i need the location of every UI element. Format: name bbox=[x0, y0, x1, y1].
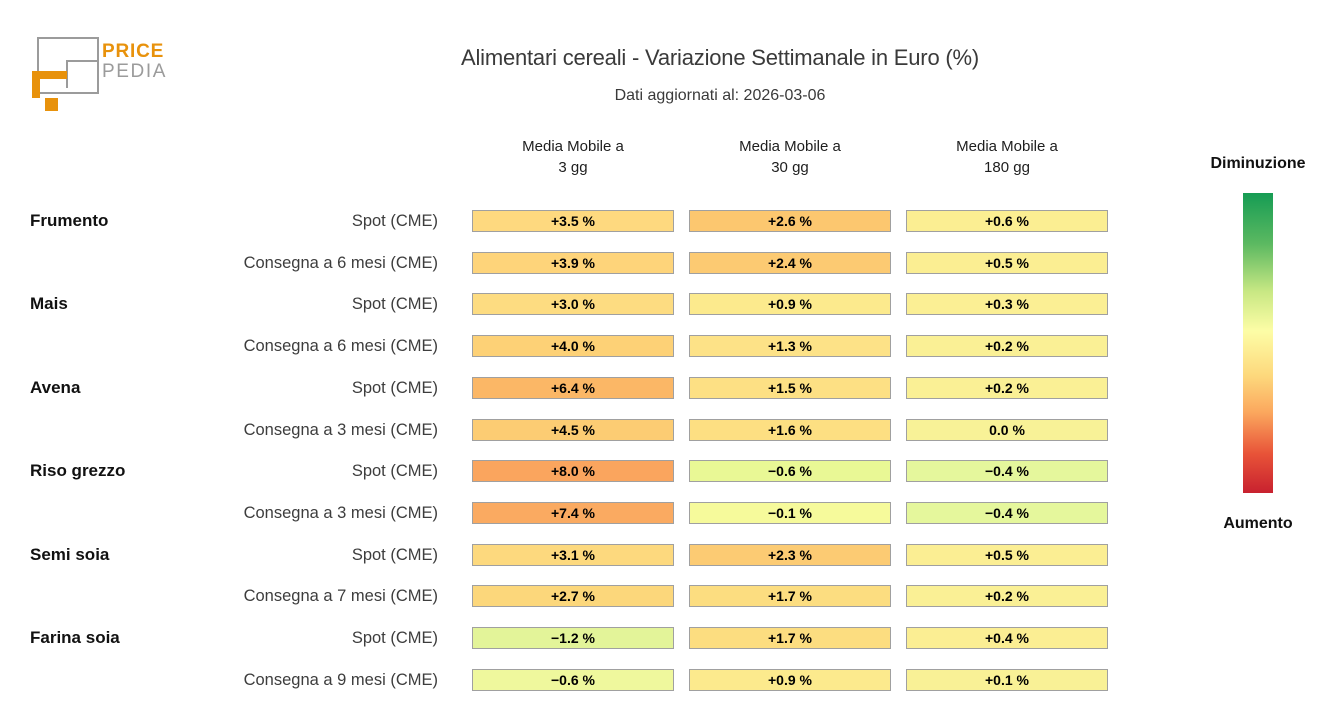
column-header-line2: 180 gg bbox=[984, 159, 1030, 176]
pricepedia-logo: PRICE PEDIA bbox=[30, 30, 210, 120]
group-label: Frumento bbox=[30, 211, 109, 230]
row-label: Consegna a 3 mesi (CME) bbox=[243, 421, 438, 439]
column-header-line1: Media Mobile a bbox=[522, 138, 624, 155]
row-label: Spot (CME) bbox=[351, 295, 438, 313]
group-label: Farina soia bbox=[30, 628, 120, 647]
heatmap-cell: +0.2 % bbox=[906, 335, 1108, 357]
legend-bottom-label: Aumento bbox=[1223, 515, 1293, 532]
row-label: Consegna a 7 mesi (CME) bbox=[243, 587, 438, 605]
heatmap-cell: +0.9 % bbox=[689, 293, 891, 315]
group-label: Mais bbox=[30, 294, 68, 313]
group-label: Riso grezzo bbox=[30, 461, 126, 480]
heatmap-cell: +0.2 % bbox=[906, 377, 1108, 399]
column-header-3gg: Media Mobile a 3 gg bbox=[472, 136, 674, 178]
row-label: Spot (CME) bbox=[351, 379, 438, 397]
heatmap-cell: +1.5 % bbox=[689, 377, 891, 399]
heatmap-cell: +0.5 % bbox=[906, 544, 1108, 566]
logo-pedia-text: PEDIA bbox=[102, 61, 168, 82]
heatmap-cell: −0.6 % bbox=[689, 460, 891, 482]
heatmap-cell: +0.9 % bbox=[689, 669, 891, 691]
heatmap-cell: +1.7 % bbox=[689, 585, 891, 607]
legend-gradient-bar bbox=[1243, 193, 1273, 493]
column-header-180gg: Media Mobile a 180 gg bbox=[906, 136, 1108, 178]
heatmap-cell: 0.0 % bbox=[906, 419, 1108, 441]
heatmap-cell: +0.2 % bbox=[906, 585, 1108, 607]
heatmap-cell: +2.7 % bbox=[472, 585, 674, 607]
logo-corner-arrow-icon bbox=[32, 71, 67, 98]
heatmap-cell: +0.6 % bbox=[906, 210, 1108, 232]
heatmap-cell: +0.4 % bbox=[906, 627, 1108, 649]
heatmap-cell: +3.0 % bbox=[472, 293, 674, 315]
logo-outer-square-icon bbox=[37, 37, 99, 94]
heatmap-cell: +1.7 % bbox=[689, 627, 891, 649]
heatmap-cell: +8.0 % bbox=[472, 460, 674, 482]
row-label: Consegna a 6 mesi (CME) bbox=[243, 337, 438, 355]
heatmap-cell: +0.1 % bbox=[906, 669, 1108, 691]
column-header-line2: 3 gg bbox=[558, 159, 588, 176]
heatmap-cell: −0.4 % bbox=[906, 502, 1108, 524]
column-header-line1: Media Mobile a bbox=[739, 138, 841, 155]
legend-top-label: Diminuzione bbox=[1210, 155, 1306, 172]
heatmap-cell: −0.4 % bbox=[906, 460, 1108, 482]
heatmap-cell: +2.6 % bbox=[689, 210, 891, 232]
heatmap-cell: +2.4 % bbox=[689, 252, 891, 274]
heatmap-cell: +4.5 % bbox=[472, 419, 674, 441]
heatmap-cell: +3.1 % bbox=[472, 544, 674, 566]
heatmap-cell: +0.5 % bbox=[906, 252, 1108, 274]
row-label: Consegna a 9 mesi (CME) bbox=[243, 671, 438, 689]
column-header-line2: 30 gg bbox=[771, 159, 809, 176]
heatmap-cell: +3.5 % bbox=[472, 210, 674, 232]
row-label: Consegna a 3 mesi (CME) bbox=[243, 504, 438, 522]
group-label: Semi soia bbox=[30, 545, 110, 564]
logo-small-square-icon bbox=[45, 98, 58, 111]
update-date-subtitle: Dati aggiornati al: 2026-03-06 bbox=[614, 87, 826, 104]
row-label: Spot (CME) bbox=[351, 629, 438, 647]
heatmap-cell: +2.3 % bbox=[689, 544, 891, 566]
column-header-line1: Media Mobile a bbox=[956, 138, 1058, 155]
heatmap-cell: +1.3 % bbox=[689, 335, 891, 357]
row-label: Spot (CME) bbox=[351, 462, 438, 480]
heatmap-cell: −0.1 % bbox=[689, 502, 891, 524]
column-header-30gg: Media Mobile a 30 gg bbox=[689, 136, 891, 178]
row-label: Spot (CME) bbox=[351, 212, 438, 230]
row-label: Consegna a 6 mesi (CME) bbox=[243, 254, 438, 272]
heatmap-cell: +1.6 % bbox=[689, 419, 891, 441]
heatmap-cell: +4.0 % bbox=[472, 335, 674, 357]
logo-price-text: PRICE bbox=[102, 41, 165, 62]
heatmap-cell: +3.9 % bbox=[472, 252, 674, 274]
group-label: Avena bbox=[30, 378, 81, 397]
row-label: Spot (CME) bbox=[351, 546, 438, 564]
heatmap-cell: +7.4 % bbox=[472, 502, 674, 524]
heatmap-cell: +6.4 % bbox=[472, 377, 674, 399]
heatmap-cell: +0.3 % bbox=[906, 293, 1108, 315]
page-title: Alimentari cereali - Variazione Settiman… bbox=[460, 45, 980, 70]
heatmap-cell: −0.6 % bbox=[472, 669, 674, 691]
heatmap-cell: −1.2 % bbox=[472, 627, 674, 649]
logo-inner-square-icon bbox=[66, 60, 99, 88]
